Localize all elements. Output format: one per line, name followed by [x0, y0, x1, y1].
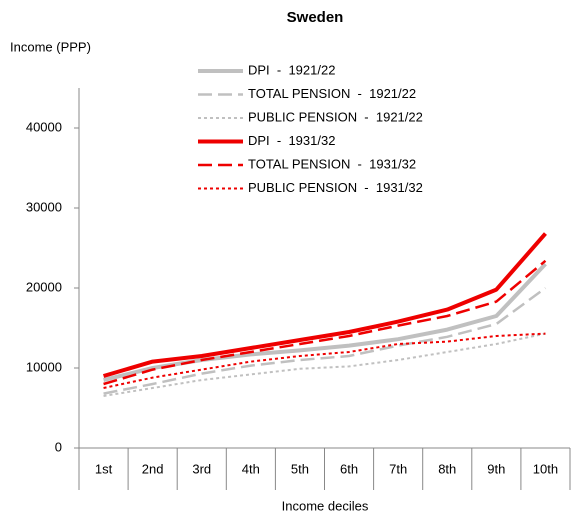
y-axis-label: Income (PPP)	[10, 39, 91, 54]
legend-label: PUBLIC PENSION - 1931/32	[248, 180, 423, 195]
x-tick-label: 7th	[389, 461, 407, 476]
chart-title: Sweden	[287, 9, 344, 26]
legend-label: TOTAL PENSION - 1921/22	[248, 86, 416, 101]
x-tick-label: 3rd	[192, 461, 211, 476]
y-tick-label: 0	[55, 439, 62, 454]
series-line	[103, 286, 547, 395]
x-tick-label: 6th	[340, 461, 358, 476]
x-tick-label: 4th	[242, 461, 260, 476]
x-tick-label: 2nd	[142, 461, 164, 476]
series-line	[102, 232, 547, 378]
legend-label: PUBLIC PENSION - 1921/22	[248, 109, 423, 124]
y-tick-label: 30000	[26, 199, 62, 214]
legend-label: DPI - 1921/22	[248, 62, 335, 77]
y-tick-label: 10000	[26, 359, 62, 374]
series-line	[103, 259, 547, 386]
x-tick-label: 8th	[438, 461, 456, 476]
x-tick-label: 5th	[291, 461, 309, 476]
legend-label: DPI - 1931/32	[248, 133, 335, 148]
x-tick-label: 9th	[487, 461, 505, 476]
x-axis-label: Income deciles	[282, 498, 369, 513]
x-tick-label: 10th	[533, 461, 558, 476]
series-line	[103, 332, 546, 397]
legend-label: TOTAL PENSION - 1931/32	[248, 156, 416, 171]
series-line	[103, 332, 546, 389]
y-tick-label: 40000	[26, 119, 62, 134]
series-line	[103, 262, 547, 382]
y-tick-label: 20000	[26, 279, 62, 294]
x-tick-label: 1st	[95, 461, 113, 476]
